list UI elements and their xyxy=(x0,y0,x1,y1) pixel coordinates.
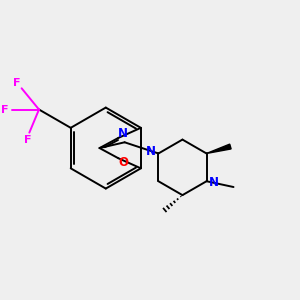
Text: O: O xyxy=(118,156,128,169)
Polygon shape xyxy=(206,144,231,154)
Text: F: F xyxy=(24,135,31,145)
Text: N: N xyxy=(146,145,156,158)
Text: N: N xyxy=(208,176,218,189)
Text: F: F xyxy=(13,78,20,88)
Text: N: N xyxy=(118,127,128,140)
Text: F: F xyxy=(1,104,9,115)
